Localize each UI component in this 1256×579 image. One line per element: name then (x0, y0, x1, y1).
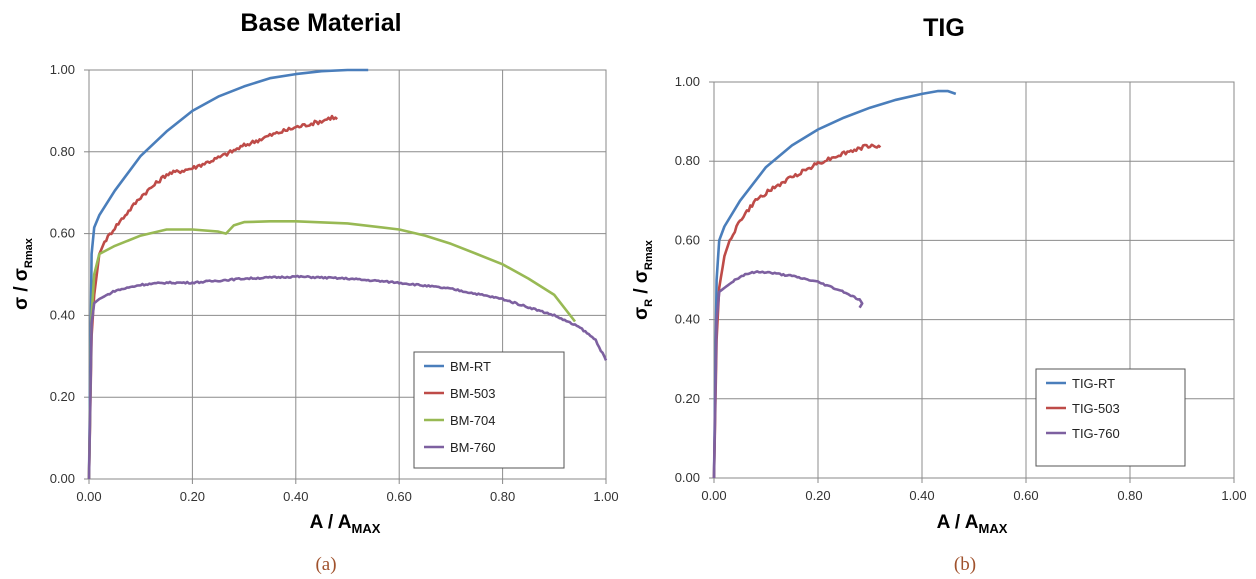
y-axis-label: σ / σRmax (11, 237, 35, 310)
series-line-tig-503 (712, 143, 882, 479)
legend: BM-RT BM-503 BM-704 BM-760 (413, 351, 565, 469)
y-tick-label: 0.80 (50, 144, 75, 159)
y-tick-label: 0.40 (50, 307, 75, 322)
x-tick-label: 0.60 (1013, 488, 1038, 503)
x-tick-label: 1.00 (1221, 488, 1246, 503)
series-line-bm-704 (87, 220, 577, 480)
x-axis-label: A / AMAX (310, 512, 381, 536)
y-tick-label: 0.20 (50, 389, 75, 404)
y-tick-label: 0.20 (675, 391, 700, 406)
y-axis-label: σR / σRmax (631, 239, 655, 320)
legend-label-bm-760: BM-760 (450, 440, 496, 455)
y-tick-label: 0.80 (675, 153, 700, 168)
y-tick-label: 0.60 (50, 226, 75, 241)
y-tick-label: 1.00 (50, 62, 75, 77)
legend-box (413, 351, 565, 469)
x-tick-label: 0.40 (283, 489, 308, 504)
series-line-bm-503 (87, 114, 339, 480)
legend-label-bm-704: BM-704 (450, 413, 496, 428)
x-tick-label: 0.00 (701, 488, 726, 503)
series-line-tig-rt (712, 89, 957, 479)
x-tick-label: 0.20 (180, 489, 205, 504)
y-tick-label: 0.00 (50, 471, 75, 486)
x-tick-label: 0.40 (909, 488, 934, 503)
y-tick-label: 1.00 (675, 74, 700, 89)
legend-box (1035, 368, 1186, 467)
legend-label-tig-503: TIG-503 (1072, 401, 1120, 416)
y-tick-label: 0.00 (675, 470, 700, 485)
x-tick-label: 1.00 (593, 489, 618, 504)
legend-label-bm-503: BM-503 (450, 386, 496, 401)
chart-title: TIG (923, 14, 965, 42)
chart-title: Base Material (240, 9, 401, 37)
x-tick-label: 0.20 (805, 488, 830, 503)
x-axis-label: A / AMAX (937, 512, 1008, 536)
x-tick-label: 0.60 (387, 489, 412, 504)
x-tick-label: 0.80 (1117, 488, 1142, 503)
legend-label-tig-760: TIG-760 (1072, 426, 1120, 441)
series-line-bm-760 (87, 274, 608, 480)
x-tick-label: 0.80 (490, 489, 515, 504)
chart-base-material: Base Material 0.00 0.20 0.40 0.60 0.80 1.00 0.0… (11, 9, 619, 575)
figure-caption: (b) (954, 554, 976, 575)
x-tick-label: 0.00 (76, 489, 101, 504)
legend: TIG-RT TIG-503 TIG-760 (1035, 368, 1186, 467)
legend-label-tig-rt: TIG-RT (1072, 376, 1115, 391)
y-tick-label: 0.60 (675, 232, 700, 247)
legend-label-bm-rt: BM-RT (450, 359, 491, 374)
series-line-bm-rt (87, 68, 369, 480)
figure-caption: (a) (315, 554, 336, 575)
series-line-tig-760 (712, 270, 864, 479)
y-tick-label: 0.40 (675, 312, 700, 327)
chart-tig: TIG 0.00 0.20 0.40 0.60 0.80 1.00 0.00 0.20 0.40 0… (631, 14, 1247, 575)
